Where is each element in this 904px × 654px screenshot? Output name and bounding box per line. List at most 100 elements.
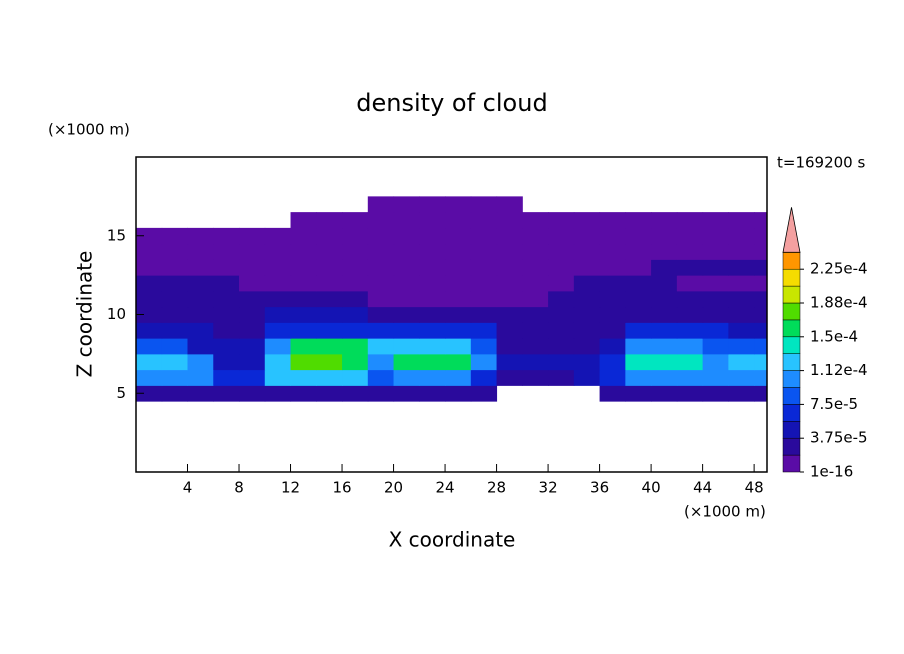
contour-cell — [470, 385, 498, 402]
contour-cell — [342, 243, 369, 260]
contour-cell — [599, 290, 626, 308]
contour-cell — [213, 227, 240, 245]
contour-cell — [342, 353, 369, 371]
contour-cell — [161, 227, 189, 245]
contour-cell — [367, 196, 395, 213]
contour-cell — [702, 369, 729, 386]
contour-cell — [676, 212, 704, 229]
contour-cell — [161, 338, 189, 355]
contour-cell — [651, 275, 678, 292]
colorbar-band — [782, 336, 801, 354]
contour-cell — [702, 322, 729, 339]
contour-cell — [754, 322, 767, 339]
y-axis-title: Z coordinate — [73, 251, 97, 378]
contour-cell — [136, 275, 163, 292]
contour-cell — [728, 212, 755, 229]
contour-cell — [548, 369, 575, 386]
contour-cell — [264, 385, 292, 402]
contour-cell — [676, 369, 704, 386]
contour-cell — [496, 369, 523, 386]
contour-cell — [548, 227, 575, 245]
contour-cell — [470, 290, 498, 308]
contour-cell — [290, 243, 317, 260]
contour-cell — [393, 353, 420, 371]
contour-cell — [625, 227, 652, 245]
contour-cell — [316, 290, 343, 308]
contour-cell — [187, 369, 214, 386]
contour-cell — [290, 275, 317, 292]
x-tick-label: 48 — [745, 479, 764, 497]
colorbar-tick-label: 1.12e-4 — [810, 361, 868, 379]
contour-cell — [290, 212, 317, 229]
contour-cell — [676, 385, 704, 402]
contour-cell — [548, 243, 575, 260]
contour-cell — [161, 290, 189, 308]
contour-cell — [651, 322, 678, 339]
colorbar-tick-label: 7.5e-5 — [810, 395, 858, 413]
contour-cell — [419, 212, 446, 229]
contour-cell — [342, 322, 369, 339]
contour-cell — [445, 306, 472, 323]
contour-cell — [728, 369, 755, 386]
contour-cell — [728, 243, 755, 260]
contour-cell — [496, 353, 523, 371]
contour-cell — [290, 385, 317, 402]
contour-cell — [470, 243, 498, 260]
contour-cell — [367, 385, 395, 402]
contour-cell — [213, 322, 240, 339]
contour-cell — [522, 306, 549, 323]
contour-cell — [342, 385, 369, 402]
x-tick-label: 44 — [693, 479, 712, 497]
contour-cell — [342, 369, 369, 386]
contour-cell — [367, 290, 395, 308]
contour-cell — [651, 227, 678, 245]
contour-cell — [754, 353, 767, 371]
contour-cell — [445, 322, 472, 339]
contour-cell — [445, 353, 472, 371]
contour-cell — [625, 212, 652, 229]
contour-cell — [702, 290, 729, 308]
contour-cell — [367, 322, 395, 339]
contour-cell — [573, 290, 601, 308]
contour-cell — [239, 306, 266, 323]
contour-cell — [136, 227, 163, 245]
contour-cell — [187, 306, 214, 323]
contour-cell — [470, 259, 498, 276]
contour-cell — [702, 227, 729, 245]
contour-cell — [599, 353, 626, 371]
contour-cell — [754, 338, 767, 355]
contour-cell — [625, 322, 652, 339]
contour-cell — [599, 227, 626, 245]
contour-cell — [264, 369, 292, 386]
contour-cell — [496, 322, 523, 339]
contour-cell — [522, 259, 549, 276]
contour-cell — [367, 369, 395, 386]
contour-cell — [445, 243, 472, 260]
contour-cell — [316, 227, 343, 245]
contour-cell — [522, 338, 549, 355]
contour-cell — [445, 196, 472, 213]
x-tick-label: 4 — [183, 479, 193, 497]
x-tick-label: 16 — [332, 479, 351, 497]
contour-cell — [367, 243, 395, 260]
contour-cell — [316, 369, 343, 386]
contour-cell — [290, 322, 317, 339]
contour-cell — [239, 275, 266, 292]
contour-cell — [470, 322, 498, 339]
contour-cell — [342, 275, 369, 292]
contour-cell — [239, 259, 266, 276]
contour-cell — [522, 212, 549, 229]
contour-cell — [728, 227, 755, 245]
x-tick-label: 24 — [436, 479, 455, 497]
contour-cell — [573, 369, 601, 386]
contour-cell — [470, 369, 498, 386]
contour-cell — [213, 353, 240, 371]
contour-cell — [239, 322, 266, 339]
contour-cell — [187, 259, 214, 276]
contour-cell — [316, 212, 343, 229]
contour-cell — [367, 338, 395, 355]
contour-cell — [651, 353, 678, 371]
contour-cell — [496, 196, 523, 213]
contour-cell — [213, 259, 240, 276]
contour-cell — [136, 306, 163, 323]
